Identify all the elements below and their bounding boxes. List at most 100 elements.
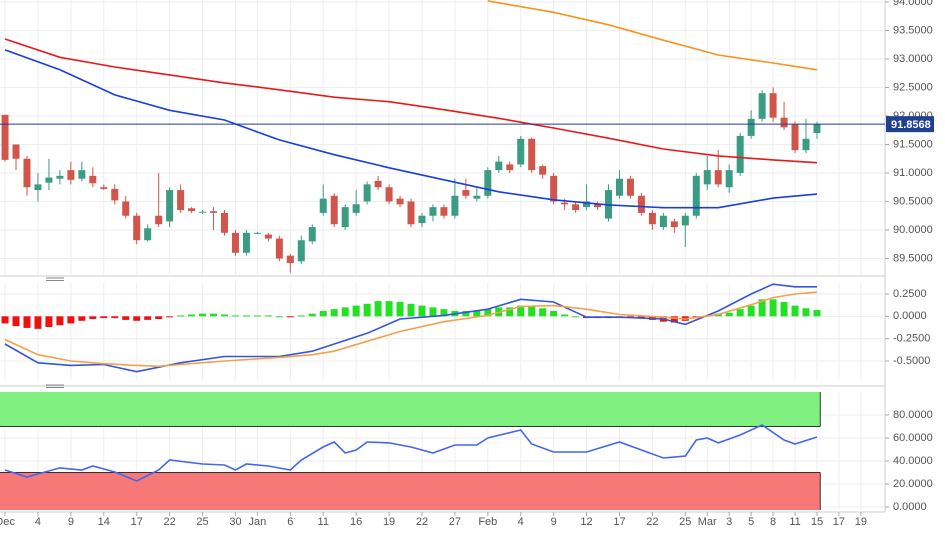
histogram-bar [484, 309, 492, 317]
histogram-bar [199, 313, 207, 317]
histogram-bar [363, 303, 371, 317]
overbought-band [0, 392, 821, 427]
last-price-box [886, 116, 934, 133]
y-tick-label: -0.2500 [893, 333, 930, 345]
candle-body [100, 187, 108, 189]
x-tick-label: 16 [350, 516, 362, 528]
histogram-bar [308, 313, 316, 317]
histogram-bar [670, 316, 678, 323]
histogram-bar [396, 302, 404, 317]
histogram-bar [429, 307, 437, 317]
x-tick-label: 22 [646, 516, 658, 528]
candle-body [440, 207, 448, 216]
y-tick-label: 0.2500 [893, 288, 927, 300]
x-tick-label: 22 [164, 516, 176, 528]
candle-body [133, 215, 141, 241]
histogram-bar [802, 308, 810, 317]
histogram-bar [725, 312, 733, 317]
candle-body [1, 114, 9, 160]
x-tick-label: 12 [580, 516, 592, 528]
x-tick-label: 4 [518, 516, 524, 528]
histogram-bar [67, 316, 75, 324]
candle-body [725, 170, 733, 188]
candle-body [407, 201, 415, 225]
oversold-band [0, 472, 821, 510]
candle-body [396, 198, 404, 205]
histogram-bar [758, 299, 766, 317]
x-tick-label: 6 [287, 516, 293, 528]
x-tick-label: 19 [855, 516, 867, 528]
candle-body [231, 232, 239, 253]
x-tick-label: 17 [131, 516, 143, 528]
x-tick-label: Mar [698, 516, 717, 528]
x-tick-label: 25 [196, 516, 208, 528]
histogram-bar [319, 310, 327, 317]
candle-body [484, 170, 492, 196]
x-tick-label: 3 [726, 516, 732, 528]
y-tick-label: 93.5000 [893, 24, 933, 36]
x-tick-label: 15 [811, 516, 823, 528]
histogram-bar [374, 301, 382, 317]
histogram-bar [561, 314, 569, 317]
histogram-bar [747, 305, 755, 317]
histogram-bar [100, 316, 108, 319]
histogram-bar [506, 307, 514, 317]
indicator-line [4, 283, 817, 373]
histogram-bar [473, 310, 481, 317]
x-tick-label: 17 [833, 516, 845, 528]
x-tick-label: 14 [98, 516, 110, 528]
histogram-bar [539, 308, 547, 317]
candle-body [330, 195, 338, 225]
y-tick-label: 91.5000 [893, 138, 933, 150]
y-tick-label: 0.0000 [893, 310, 927, 322]
histogram-bar [1, 316, 9, 324]
histogram-bar [45, 316, 53, 328]
histogram-bar [78, 316, 86, 321]
indicator-line [4, 291, 818, 368]
resize-handle[interactable] [46, 277, 64, 388]
candle-body [188, 208, 196, 212]
histogram-bar [517, 305, 525, 317]
x-tick-label: Jan [249, 516, 267, 528]
candle-body [220, 212, 228, 233]
candle-body [594, 204, 602, 208]
indicator-line [4, 49, 818, 209]
candle-body [210, 211, 218, 213]
candle-body [242, 232, 250, 253]
candle-body [78, 170, 86, 179]
candle-body [626, 178, 634, 196]
y-tick-label: 90.5000 [893, 195, 933, 207]
candle-body [648, 212, 656, 225]
histogram-bar [407, 303, 415, 317]
x-tick-label: 30 [229, 516, 241, 528]
x-tick-label: Dec [0, 516, 15, 528]
histogram-bar [352, 305, 360, 317]
histogram-bar [177, 315, 185, 317]
histogram-bar [89, 316, 97, 319]
histogram-bar [385, 301, 393, 317]
y-tick-label: 94.0000 [893, 0, 933, 8]
candle-body [769, 93, 777, 118]
histogram-bar [166, 316, 174, 318]
histogram-bar [286, 316, 294, 318]
histogram-bar [56, 316, 64, 326]
x-tick-label: 5 [748, 516, 754, 528]
candle-body [780, 117, 788, 128]
candle-body [341, 207, 349, 228]
candle-body [89, 175, 97, 184]
histogram-bar [231, 315, 239, 317]
x-tick-label: 4 [35, 516, 41, 528]
candle-body [166, 190, 174, 222]
candle-body [352, 204, 360, 213]
histogram-bar [769, 299, 777, 317]
histogram-bar [418, 305, 426, 317]
candle-body [506, 164, 514, 171]
candle-body [56, 175, 64, 179]
candle-body [572, 204, 580, 211]
histogram-bar [34, 316, 42, 329]
candle-body [23, 158, 31, 188]
candle-body [583, 201, 591, 208]
histogram-bar [220, 314, 228, 317]
candle-body [528, 138, 536, 171]
candle-body [615, 178, 623, 196]
